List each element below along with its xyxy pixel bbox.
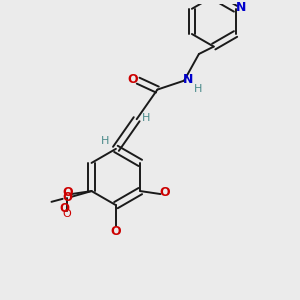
Text: O: O <box>111 225 121 238</box>
Text: O: O <box>62 186 73 200</box>
Text: H: H <box>142 113 150 123</box>
Text: H: H <box>101 136 110 146</box>
Text: O: O <box>63 209 72 219</box>
Text: N: N <box>182 73 193 86</box>
Text: H: H <box>194 84 202 94</box>
Text: N: N <box>236 1 246 14</box>
Text: O: O <box>128 73 138 86</box>
Text: O: O <box>60 202 70 215</box>
Text: O: O <box>62 191 72 204</box>
Text: O: O <box>159 186 170 200</box>
